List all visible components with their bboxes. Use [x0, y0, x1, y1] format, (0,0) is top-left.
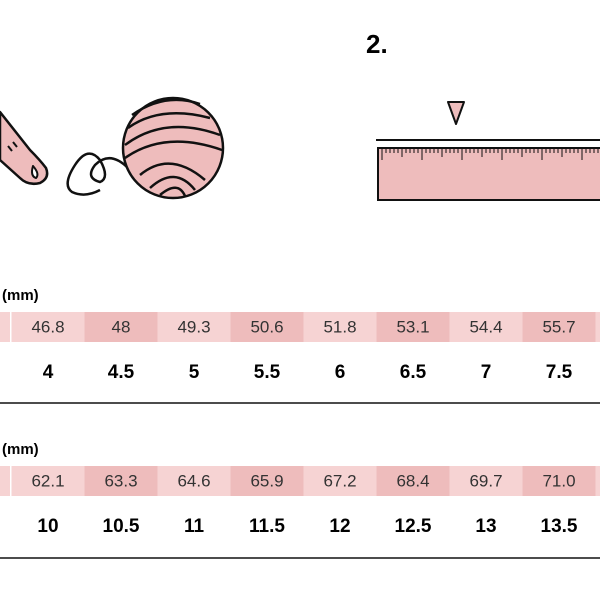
cell [157, 466, 231, 496]
ring-size: 7.5 [546, 362, 573, 383]
ring-size: 5 [189, 362, 200, 383]
circumference: 46.8 [31, 317, 64, 336]
cell [230, 466, 304, 496]
ring-size: 13 [475, 516, 496, 537]
ring-size: 6.5 [400, 362, 427, 383]
ring-size: 5.5 [254, 362, 281, 383]
ring-size: 10.5 [103, 516, 140, 537]
cell [376, 466, 450, 496]
circumference: 48 [112, 317, 131, 336]
cell [449, 312, 523, 342]
circumference: 67.2 [323, 471, 356, 490]
circumference: 54.4 [469, 317, 502, 336]
ring-size: 11 [184, 516, 205, 537]
circumference: 71.0 [542, 471, 575, 490]
circumference: 50.6 [250, 317, 283, 336]
cell [11, 466, 85, 496]
finger-illustration [0, 110, 49, 186]
cell-edge [0, 466, 10, 496]
cell [376, 312, 450, 342]
ring-size: 7 [481, 362, 492, 383]
cell [84, 312, 158, 342]
table-label: (mm) [2, 441, 39, 458]
circumference: 49.3 [177, 317, 210, 336]
cell [11, 312, 85, 342]
ring-size: 11.5 [249, 516, 285, 537]
cell [157, 312, 231, 342]
circumference: 53.1 [396, 317, 429, 336]
yarn-illustration [66, 96, 225, 200]
circumference: 62.1 [31, 471, 64, 490]
cell [522, 466, 596, 496]
cell [303, 466, 377, 496]
cell-edge [0, 312, 10, 342]
circumference: 65.9 [250, 471, 283, 490]
step-label: 2. [366, 29, 388, 59]
ruler-illustration [376, 101, 600, 201]
ring-size: 10 [37, 516, 58, 537]
circumference: 55.7 [542, 317, 575, 336]
ring-size: 13.5 [541, 516, 578, 537]
circumference: 69.7 [469, 471, 502, 490]
ring-size: 12 [329, 516, 350, 537]
circumference: 68.4 [396, 471, 429, 490]
cell [303, 312, 377, 342]
ring-size: 4 [43, 362, 54, 383]
circumference: 64.6 [177, 471, 210, 490]
ring-size: 12.5 [395, 516, 432, 537]
cell [522, 312, 596, 342]
table-label: (mm) [2, 287, 39, 304]
cell [230, 312, 304, 342]
circumference: 51.8 [323, 317, 356, 336]
cell [84, 466, 158, 496]
circumference: 63.3 [104, 471, 137, 490]
ring-size: 4.5 [108, 362, 135, 383]
ring-size: 6 [335, 362, 346, 383]
cell [449, 466, 523, 496]
